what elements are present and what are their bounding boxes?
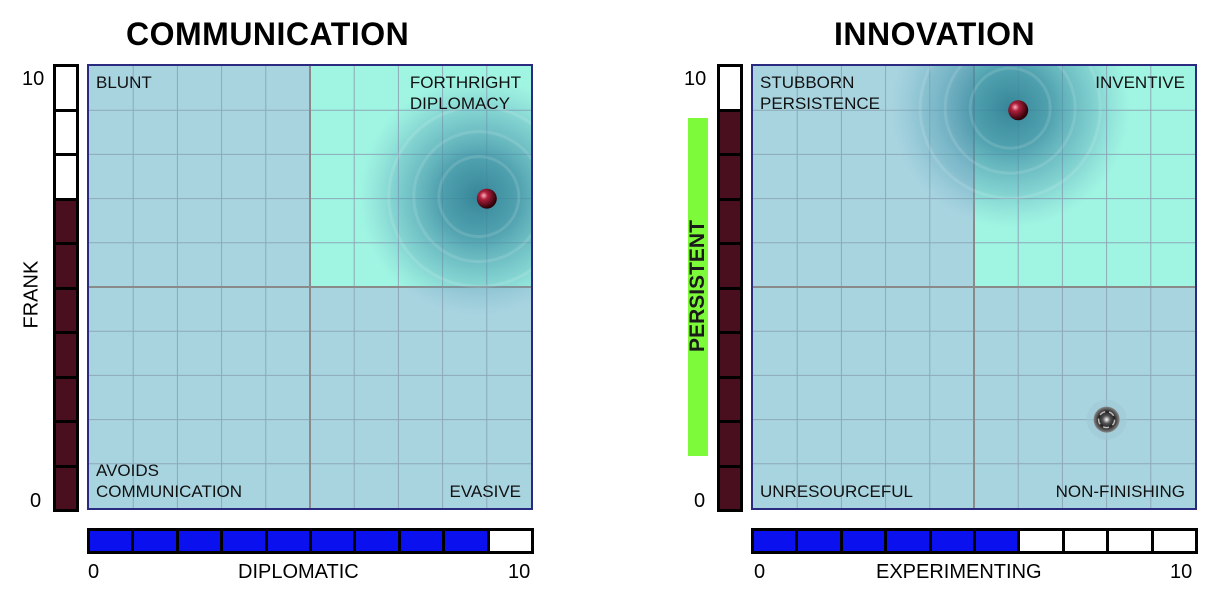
vertical-score-segment [720,334,740,376]
x-tick-max: 10 [508,561,531,583]
vertical-score-segment [56,334,76,376]
diplomatic-score-bar [87,528,534,554]
data-point-ring [968,66,1052,150]
data-point-ring [387,105,531,289]
chart-title: INNOVATION [834,16,1036,52]
vertical-score-segment [56,200,76,242]
quadrant-label-bottom-right: NON-FINISHING [1055,482,1185,501]
persistent-badge-label: PERSISTENT [686,220,709,352]
data-point-swirl-ring [1097,410,1116,429]
data-point-marker [476,188,497,209]
quadrant-label-bottom-right: EVASIVE [449,482,522,501]
quadrant-label-bottom-left: AVOIDS COMMUNICATION [96,461,243,501]
vertical-score-segment [720,245,740,287]
y-tick-min: 0 [30,490,42,512]
quadrant-label-top-right: INVENTIVE [1095,73,1185,92]
horizontal-score-segment [267,531,310,551]
vertical-score-segment [56,156,76,198]
horizontal-score-segment [445,531,487,551]
horizontal-score-segment [931,531,974,551]
data-point-marker [1008,100,1029,121]
x-axis-label: DIPLOMATIC [238,561,359,583]
x-tick-min: 0 [88,561,100,583]
x-axis-label: EXPERIMENTING [876,561,1042,583]
horizontal-score-segment [312,531,354,551]
horizontal-score-segment [887,531,929,551]
vertical-score-segment [720,378,740,420]
horizontal-score-segment [1064,531,1107,551]
y-tick-min: 0 [694,490,706,512]
innovation-panel: INNOVATION 10 0 PERSISTENT STUBBORN PERS… [664,0,1224,600]
vertical-score-segment [56,289,76,331]
x-tick-min: 0 [754,561,766,583]
vertical-score-segment [720,289,740,331]
vertical-score-segment [720,111,740,153]
horizontal-score-segment [400,531,443,551]
horizontal-score-segment [1020,531,1062,551]
vertical-score-segment [56,245,76,287]
vertical-score-segment [56,423,76,465]
chart-title: COMMUNICATION [126,16,410,52]
data-point-ring [412,130,531,264]
experimenting-score-bar [751,528,1198,554]
data-point-ring [918,66,1102,200]
vertical-score-segment [56,467,76,509]
quadrant-label-bottom-left: UNRESOURCEFUL [760,482,914,501]
y-axis-label: FRANK [20,260,43,329]
horizontal-score-segment [798,531,840,551]
communication-plot-area: BLUNT FORTHRIGHT DIPLOMACY AVOIDS COMMUN… [87,64,533,510]
data-point-ring [943,66,1077,175]
innovation-plot-area: STUBBORN PERSISTENCE INVENTIVE UNRESOURC… [751,64,1197,510]
frank-score-bar [53,64,79,512]
persistent-badge [688,117,708,457]
vertical-score-segment [720,467,740,509]
vertical-score-segment [720,67,740,109]
persistent-score-bar [717,64,743,512]
horizontal-score-segment [223,531,265,551]
horizontal-score-segment [1153,531,1196,551]
quadrant-label-top-left: BLUNT [96,73,152,92]
vertical-score-segment [56,67,76,109]
vertical-score-segment [56,378,76,420]
horizontal-score-segment [1109,531,1151,551]
y-tick-max: 10 [22,68,45,90]
data-point-ring [437,155,521,239]
horizontal-score-segment [976,531,1018,551]
y-tick-max: 10 [684,68,707,90]
data-point-halo [890,66,1131,229]
horizontal-score-segment [90,531,132,551]
horizontal-score-segment [178,531,221,551]
x-tick-max: 10 [1170,561,1193,583]
data-point-swirl [1093,406,1120,433]
vertical-score-segment [720,200,740,242]
vertical-score-segment [56,111,76,153]
data-point-halo [358,76,531,317]
quadrant-label-top-right: FORTHRIGHT DIPLOMACY [409,73,521,113]
horizontal-score-segment [842,531,885,551]
horizontal-score-segment [356,531,398,551]
horizontal-score-segment [754,531,796,551]
vertical-score-segment [720,156,740,198]
quadrant-label-top-left: STUBBORN PERSISTENCE [760,73,880,113]
communication-panel: COMMUNICATION 10 0 FRANK BLUNT FORTHRIGH… [0,0,560,600]
vertical-score-segment [720,423,740,465]
horizontal-score-segment [134,531,176,551]
horizontal-score-segment [489,531,532,551]
